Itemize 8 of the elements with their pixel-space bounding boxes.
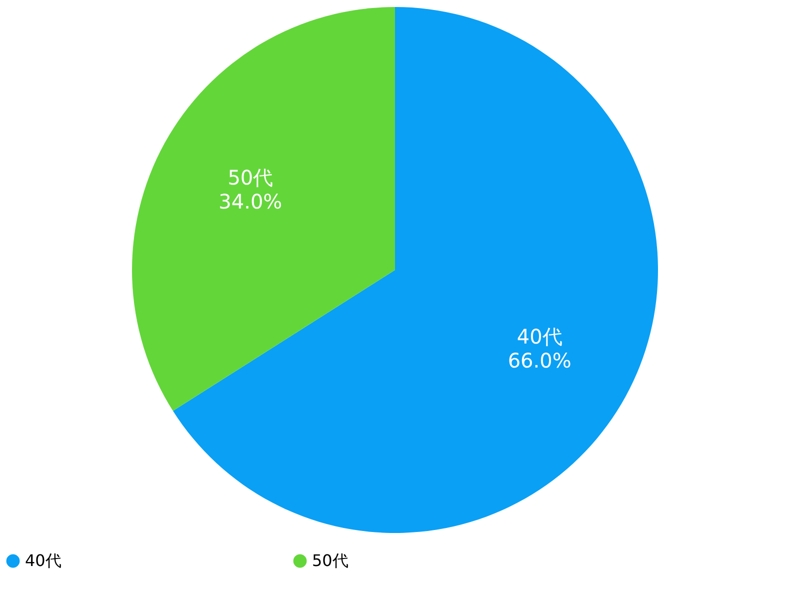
pie-slice [132, 7, 395, 411]
slice-label: 50代 [228, 166, 274, 190]
data-label: 34.0% [218, 190, 282, 214]
data-label: 66.0% [508, 348, 572, 372]
pie-slice [172, 7, 658, 533]
legend-label: 50代 [312, 551, 348, 570]
legend-label: 40代 [25, 551, 62, 570]
slice-label: 40代 [516, 324, 562, 348]
